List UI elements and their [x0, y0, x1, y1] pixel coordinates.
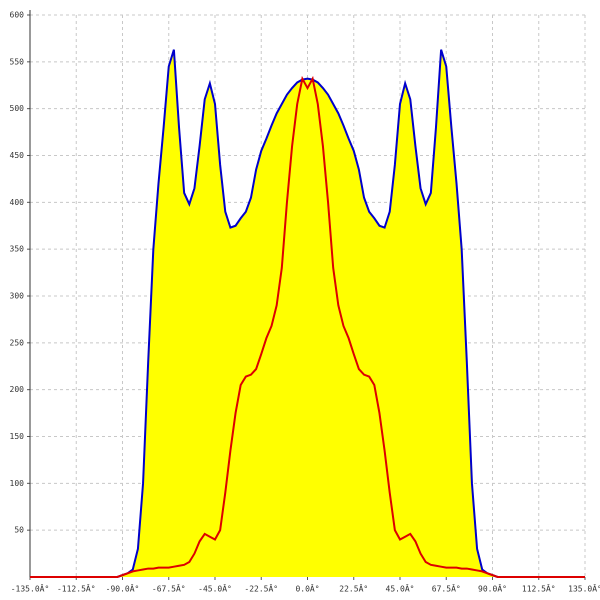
y-tick-label: 150 [10, 432, 25, 441]
x-tick-label: -90.0Â° [106, 583, 140, 594]
y-tick-label: 400 [10, 198, 25, 207]
x-tick-label: 67.5Â° [432, 583, 461, 594]
x-tick-label: 22.5Â° [339, 583, 368, 594]
y-tick-label: 200 [10, 385, 25, 394]
series-line [30, 75, 585, 578]
x-tick-label: 135.0Â° [568, 583, 600, 594]
y-tick-label: 250 [10, 338, 25, 347]
y-tick-label: 300 [10, 292, 25, 301]
y-tick-label: 450 [10, 151, 25, 160]
series-line [30, 49, 585, 578]
y-tick-label: 350 [10, 245, 25, 254]
x-tick-label: -135.0Â° [11, 583, 50, 594]
x-tick-label: 90.0Â° [478, 583, 507, 594]
y-tick-label: 600 [10, 11, 25, 20]
area-fill [30, 49, 585, 577]
x-tick-label: -67.5Â° [152, 583, 186, 594]
y-tick-label: 100 [10, 479, 25, 488]
y-tick-label: 500 [10, 104, 25, 113]
x-tick-label: -112.5Â° [57, 583, 96, 594]
x-tick-label: 45.0Â° [386, 583, 415, 594]
y-tick-label: 50 [14, 526, 24, 535]
y-tick-label: 550 [10, 57, 25, 66]
x-tick-label: 0.0Â° [295, 583, 319, 594]
x-tick-label: 112.5Â° [522, 583, 556, 594]
x-tick-label: -22.5Â° [244, 583, 278, 594]
x-tick-label: -45.0Â° [198, 583, 232, 594]
